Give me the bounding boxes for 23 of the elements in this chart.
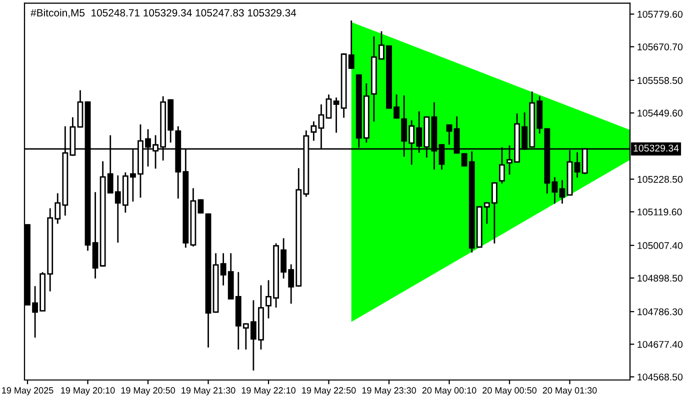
- y-tick-label: 104898.50: [638, 274, 683, 282]
- x-tick-label: 19 May 22:50: [302, 387, 356, 396]
- x-tick-label: 19 May 22:10: [242, 387, 296, 396]
- y-tick-label: 105228.50: [638, 176, 683, 183]
- x-tick-label: 20 May 00:10: [422, 387, 476, 396]
- x-tick-label: 19 May 20:10: [61, 387, 115, 396]
- x-tick-label: 19 May 21:30: [182, 387, 236, 396]
- x-tick-label: 19 May 2025: [2, 387, 54, 396]
- x-tick-label: 20 May 01:30: [542, 387, 597, 396]
- y-tick-label: 104677.40: [638, 340, 683, 348]
- y-tick-label: 105779.60: [638, 10, 683, 18]
- y-tick-label: 105119.60: [638, 208, 682, 216]
- y-tick-label: 105007.40: [638, 242, 683, 250]
- ref-line-label: 105329.34: [634, 144, 679, 152]
- x-tick-label: 19 May 23:30: [362, 387, 416, 396]
- y-tick-label: 105449.60: [638, 110, 683, 117]
- y-tick-label: 105670.70: [638, 43, 683, 50]
- y-tick-label: 104568.50: [638, 374, 683, 380]
- chart-title: #Bitcoin,M5 105248.71 105329.34 105247.83 105329.34: [30, 8, 296, 18]
- y-tick-label: 105558.50: [638, 77, 683, 84]
- y-tick-label: 104786.30: [638, 308, 683, 316]
- x-tick-label: 20 May 00:50: [482, 387, 537, 396]
- x-tick-label: 19 May 20:50: [121, 387, 176, 396]
